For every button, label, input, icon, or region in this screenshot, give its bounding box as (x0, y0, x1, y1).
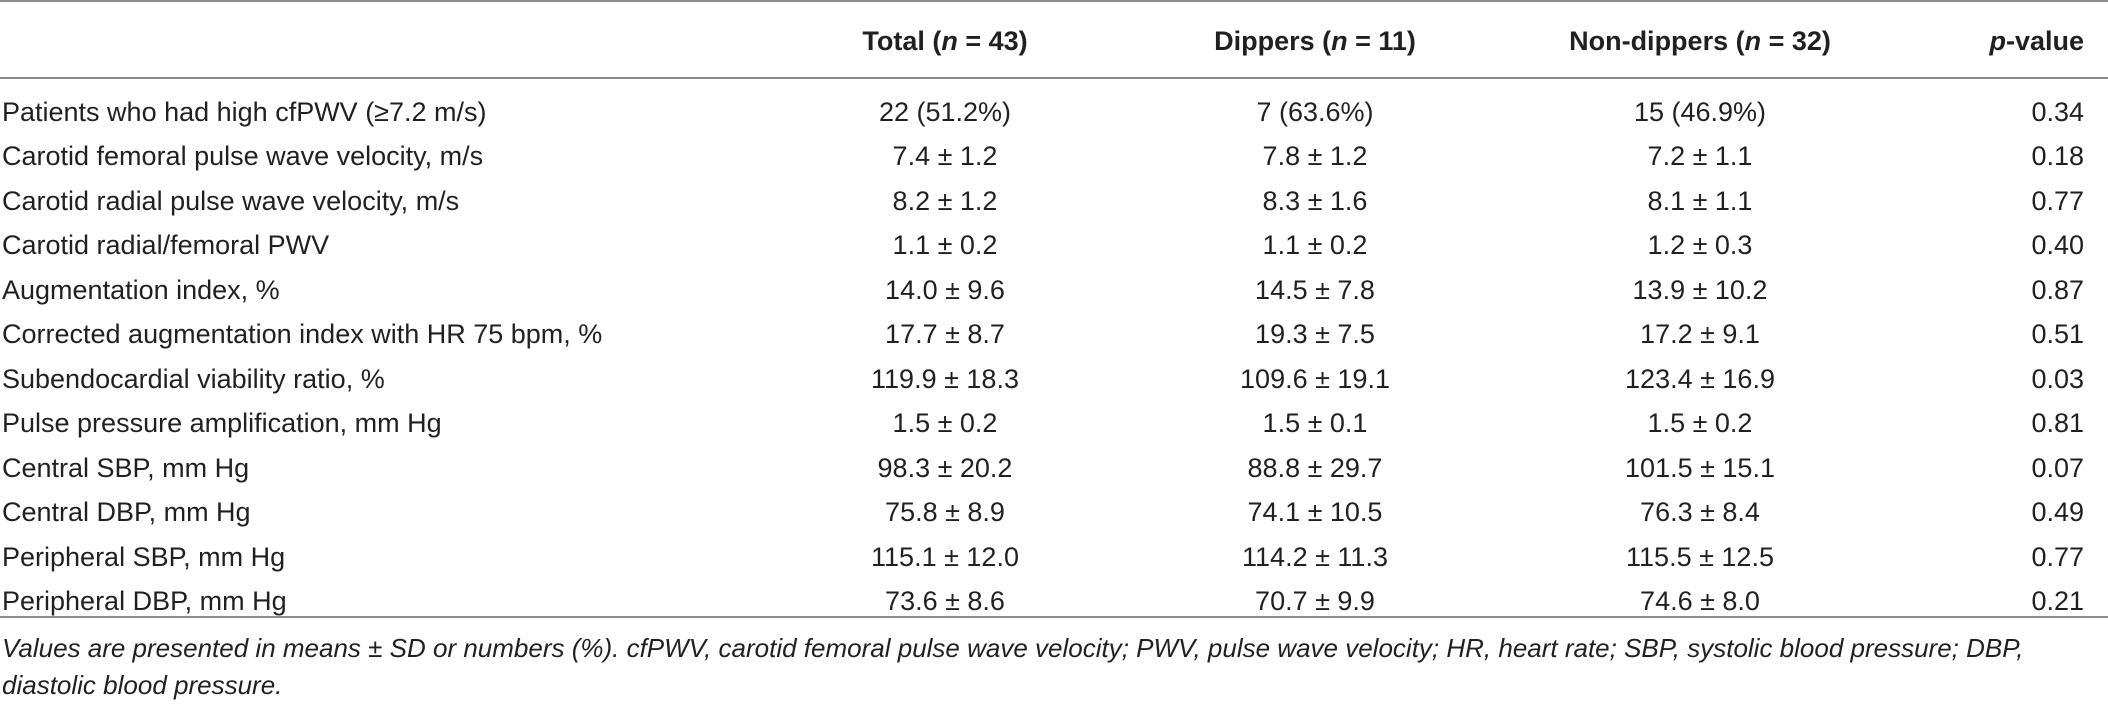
row-label: Carotid radial pulse wave velocity, m/s (2, 185, 460, 216)
cell-dippers: 8.3 ± 1.6 (1262, 185, 1368, 216)
cell-non-dippers: 123.4 ± 16.9 (1625, 363, 1775, 394)
table-row: Subendocardial viability ratio, % 119.9 ±… (0, 357, 2108, 402)
table-footnote: Values are presented in means ± SD or nu… (2, 633, 2024, 700)
cell-non-dippers: 15 (46.9%) (1633, 96, 1767, 127)
cell-non-dippers: 8.1 ± 1.1 (1647, 185, 1753, 216)
header-rule (0, 77, 2108, 79)
cell-pvalue: 0.40 (2031, 230, 2084, 261)
cell-non-dippers: 115.5 ± 12.5 (1626, 541, 1774, 572)
cell-pvalue: 0.03 (2031, 363, 2084, 394)
cell-dippers: 70.7 ± 9.9 (1255, 586, 1375, 617)
table-row: Central SBP, mm Hg 98.3 ± 20.2 88.8 ± 29.7… (0, 446, 2108, 491)
cell-pvalue: 0.18 (2031, 141, 2084, 172)
row-label: Pulse pressure amplification, mm Hg (2, 408, 442, 439)
cell-dippers: 88.8 ± 29.7 (1247, 452, 1383, 483)
table-row: Patients who had high cfPWV (≥7.2 m/s) 22… (0, 80, 2108, 135)
row-label: Peripheral SBP, mm Hg (2, 541, 286, 572)
cell-pvalue: 0.81 (2031, 408, 2084, 439)
cell-dippers: 14.5 ± 7.8 (1255, 274, 1375, 305)
cell-non-dippers: 13.9 ± 10.2 (1632, 274, 1768, 305)
header-label (0, 0, 760, 80)
data-table: Total (n = 43) Dippers (n = 11) Non-dipp… (0, 0, 2108, 624)
cell-total: 14.0 ± 9.6 (885, 274, 1005, 305)
cell-total: 1.1 ± 0.2 (892, 230, 998, 261)
cell-pvalue: 0.34 (2031, 96, 2084, 127)
table-row: Carotid radial pulse wave velocity, m/s 8… (0, 179, 2108, 224)
cell-non-dippers: 1.5 ± 0.2 (1647, 408, 1753, 439)
header-non-dippers: Non-dippers (n = 32) (1569, 25, 1831, 56)
cell-total: 1.5 ± 0.2 (892, 408, 998, 439)
table-row: Central DBP, mm Hg 75.8 ± 8.9 74.1 ± 10.5 7… (0, 491, 2108, 536)
cell-dippers: 1.1 ± 0.2 (1262, 230, 1368, 261)
cell-total: 22 (51.2%) (878, 96, 1012, 127)
table-row: Corrected augmentation index with HR 75 … (0, 313, 2108, 358)
table-row: Carotid radial/femoral PWV 1.1 ± 0.2 1.1 ±… (0, 224, 2108, 269)
header-dippers: Dippers (n = 11) (1214, 25, 1416, 56)
cell-pvalue: 0.21 (2031, 586, 2084, 617)
cell-total: 119.9 ± 18.3 (871, 363, 1019, 394)
cell-dippers: 7.8 ± 1.2 (1262, 141, 1368, 172)
cell-pvalue: 0.77 (2031, 185, 2084, 216)
cell-total: 7.4 ± 1.2 (892, 141, 998, 172)
cell-dippers: 7 (63.6%) (1256, 96, 1374, 127)
table-row: Peripheral DBP, mm Hg 73.6 ± 8.6 70.7 ± 9.… (0, 580, 2108, 625)
row-label: Peripheral DBP, mm Hg (2, 586, 287, 617)
table-row: Carotid femoral pulse wave velocity, m/s… (0, 135, 2108, 180)
cell-total: 75.8 ± 8.9 (885, 497, 1005, 528)
cell-non-dippers: 7.2 ± 1.1 (1647, 141, 1753, 172)
row-label: Central DBP, mm Hg (2, 497, 251, 528)
cell-total: 115.1 ± 12.0 (871, 541, 1019, 572)
cell-total: 98.3 ± 20.2 (877, 452, 1013, 483)
cell-pvalue: 0.49 (2031, 497, 2084, 528)
table-row: Pulse pressure amplification, mm Hg 1.5 ±… (0, 402, 2108, 447)
table-row: Augmentation index, % 14.0 ± 9.6 14.5 ± 7.… (0, 268, 2108, 313)
header-total: Total (n = 43) (862, 25, 1028, 56)
header-pvalue: p-value (1989, 25, 2084, 56)
table-row: Peripheral SBP, mm Hg 115.1 ± 12.0 114.2 ±… (0, 535, 2108, 580)
cell-non-dippers: 17.2 ± 9.1 (1640, 319, 1760, 350)
cell-dippers: 1.5 ± 0.1 (1262, 408, 1368, 439)
cell-non-dippers: 76.3 ± 8.4 (1640, 497, 1760, 528)
top-rule (0, 0, 2108, 2)
row-label: Carotid radial/femoral PWV (2, 230, 330, 261)
row-label: Central SBP, mm Hg (2, 452, 250, 483)
header-row: Total (n = 43) Dippers (n = 11) Non-dipp… (0, 0, 2108, 80)
row-label: Carotid femoral pulse wave velocity, m/s (2, 141, 484, 172)
cell-non-dippers: 74.6 ± 8.0 (1640, 586, 1760, 617)
cell-non-dippers: 1.2 ± 0.3 (1647, 230, 1753, 261)
cell-pvalue: 0.07 (2031, 452, 2084, 483)
row-label: Patients who had high cfPWV (≥7.2 m/s) (2, 96, 487, 127)
cell-pvalue: 0.51 (2031, 319, 2084, 350)
cell-dippers: 114.2 ± 11.3 (1242, 541, 1388, 572)
bottom-rule (0, 616, 2108, 618)
row-label: Subendocardial viability ratio, % (2, 363, 385, 394)
cell-pvalue: 0.87 (2031, 274, 2084, 305)
cell-dippers: 109.6 ± 19.1 (1240, 363, 1390, 394)
cell-dippers: 19.3 ± 7.5 (1255, 319, 1375, 350)
row-label: Corrected augmentation index with HR 75 … (2, 319, 603, 350)
cell-total: 73.6 ± 8.6 (885, 586, 1005, 617)
cell-total: 8.2 ± 1.2 (892, 185, 998, 216)
row-label: Augmentation index, % (2, 274, 280, 305)
cell-total: 17.7 ± 8.7 (885, 319, 1005, 350)
cell-dippers: 74.1 ± 10.5 (1247, 497, 1383, 528)
cell-non-dippers: 101.5 ± 15.1 (1625, 452, 1775, 483)
table-body: Patients who had high cfPWV (≥7.2 m/s) 22… (0, 80, 2108, 624)
cell-pvalue: 0.77 (2031, 541, 2084, 572)
